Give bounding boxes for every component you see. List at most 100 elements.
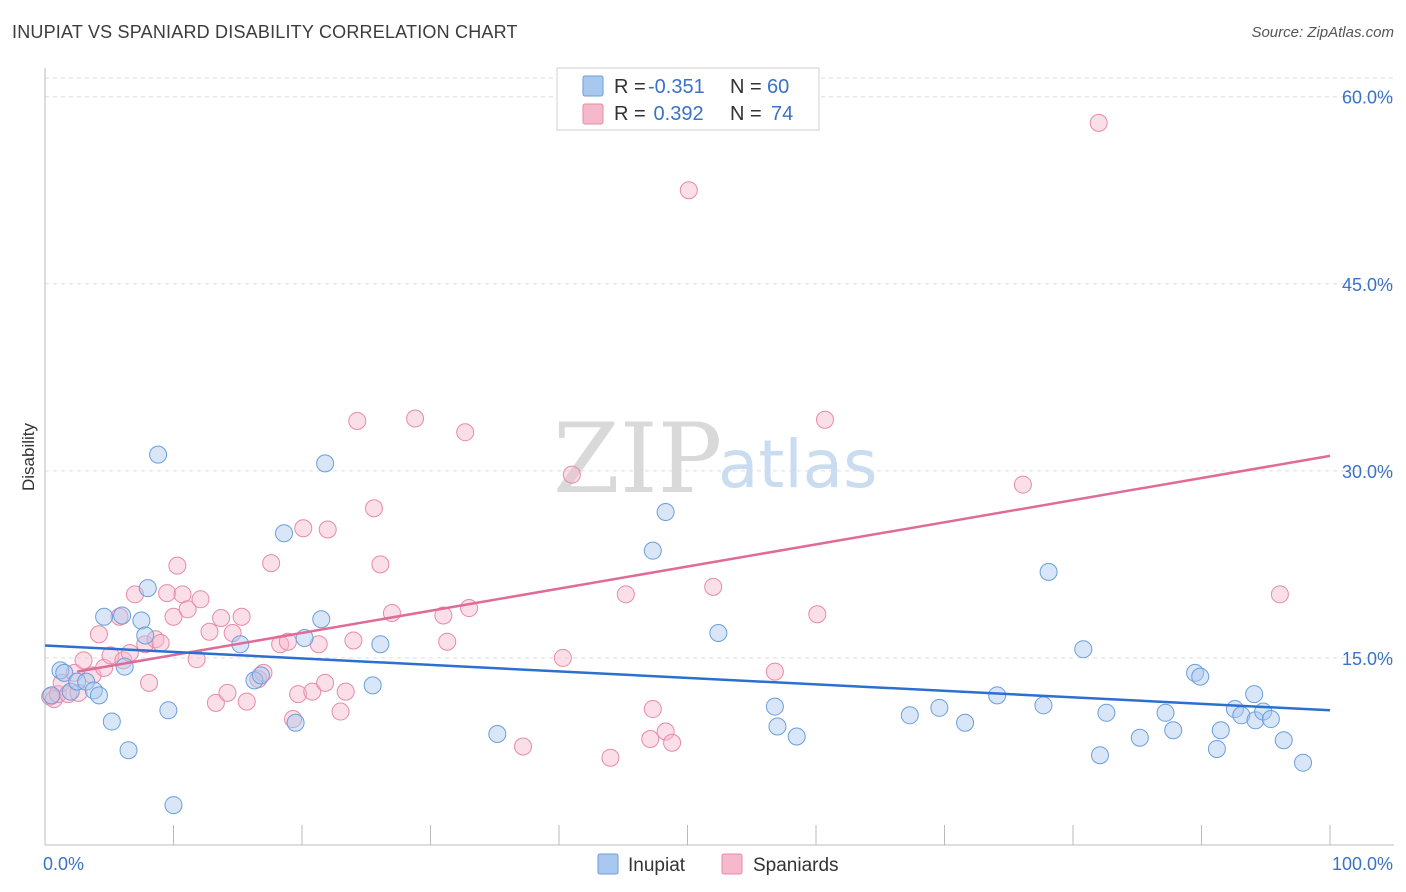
inupiat-point xyxy=(1191,667,1210,686)
inupiat-point xyxy=(1261,710,1280,729)
inupiat-point xyxy=(113,606,132,625)
spaniards-point xyxy=(89,625,108,644)
inupiat-point xyxy=(286,713,305,732)
spaniards-point xyxy=(641,729,660,748)
inupiat-point xyxy=(95,607,114,626)
inupiat-point xyxy=(371,635,390,654)
legend-swatch-spaniards xyxy=(582,103,604,125)
spaniards-point xyxy=(438,632,457,651)
spaniards-point xyxy=(191,590,210,609)
inupiat-point xyxy=(136,626,155,645)
inupiat-point xyxy=(1164,721,1183,740)
spaniards-point xyxy=(704,577,723,596)
spaniards-point xyxy=(344,631,363,650)
spaniards-point xyxy=(643,700,662,719)
axes xyxy=(44,68,1394,846)
inupiat-point xyxy=(312,610,331,629)
watermark: ZIP atlas xyxy=(553,403,878,515)
spaniards-point xyxy=(663,733,682,752)
inupiat-point xyxy=(89,686,108,705)
inupiat-point xyxy=(1294,753,1313,772)
inupiat-point xyxy=(316,454,335,473)
spaniards-point xyxy=(371,555,390,574)
legend-swatch-inupiat xyxy=(582,75,604,97)
spaniards-point xyxy=(656,722,675,741)
spaniards-point xyxy=(364,499,383,518)
spaniards-point xyxy=(218,683,237,702)
inupiat-point xyxy=(159,701,178,720)
bottom-legend-swatch-spaniards xyxy=(721,853,743,875)
series-legend: Inupiat Spaniards xyxy=(597,853,839,876)
legend-r-value-2: 0.392 xyxy=(648,103,704,125)
spaniards-point xyxy=(434,606,453,625)
spaniards-point xyxy=(212,609,231,628)
inupiat-point xyxy=(768,717,787,736)
inupiat-point xyxy=(84,681,103,700)
legend-n-label-2: N = xyxy=(730,103,762,125)
spaniards-point xyxy=(1270,585,1289,604)
inupiat-point xyxy=(488,725,507,744)
spaniards-point xyxy=(164,607,183,626)
spaniards-point xyxy=(140,673,159,692)
inupiat-point xyxy=(1034,696,1053,715)
inupiat-point xyxy=(149,445,168,464)
x-tick-label-min: 0.0% xyxy=(43,854,84,874)
spaniards-point xyxy=(316,673,335,692)
legend-r-label-2: R = xyxy=(614,103,646,125)
legend-n-label-1: N = xyxy=(730,76,762,98)
inupiat-point xyxy=(930,698,949,717)
inupiat-point xyxy=(1245,685,1264,704)
spaniards-point xyxy=(206,693,225,712)
spaniards-point xyxy=(553,648,572,667)
spaniards-point xyxy=(406,409,425,428)
y-tick-label: 30.0% xyxy=(1342,462,1393,482)
y-axis-label: Disability xyxy=(19,422,38,491)
inupiat-point xyxy=(643,541,662,560)
spaniards-point xyxy=(808,605,827,624)
spaniards-point xyxy=(200,622,219,641)
y-tick-label: 45.0% xyxy=(1342,275,1393,295)
bottom-legend-swatch-inupiat xyxy=(597,853,619,875)
spaniards-point xyxy=(616,585,635,604)
spaniards-point xyxy=(679,181,698,200)
legend-n-value-2: 74 xyxy=(771,103,793,125)
inupiat-point xyxy=(1074,640,1093,659)
spaniards-point xyxy=(1013,475,1032,494)
inupiat-trend-line xyxy=(44,644,1331,712)
legend-r-value-1: -0.351 xyxy=(648,76,705,98)
spaniards-point xyxy=(514,737,533,756)
spaniards-point xyxy=(765,662,784,681)
inupiat-point xyxy=(709,623,728,642)
trend-lines xyxy=(44,454,1331,712)
spaniards-point xyxy=(294,519,313,538)
spaniards-point xyxy=(262,554,281,573)
inupiat-point xyxy=(900,706,919,725)
spaniards-point xyxy=(303,682,322,701)
inupiat-point xyxy=(1211,721,1230,740)
inupiat-point xyxy=(55,663,74,682)
inupiat-point xyxy=(164,796,183,815)
inupiat-point xyxy=(115,657,134,676)
inupiat-point xyxy=(275,524,294,543)
legend-r-label-1: R = xyxy=(614,76,646,98)
spaniards-point xyxy=(348,411,367,430)
spaniards-point xyxy=(278,632,297,651)
x-tick-label-max: 100.0% xyxy=(1332,854,1393,874)
inupiat-point xyxy=(1156,703,1175,722)
source-label: Source: ZipAtlas.com xyxy=(1251,24,1394,41)
spaniards-point xyxy=(456,423,475,442)
chart-title: INUPIAT VS SPANIARD DISABILITY CORRELATI… xyxy=(12,22,518,42)
inupiat-point xyxy=(988,686,1007,705)
spaniards-point xyxy=(331,702,350,721)
y-tick-label: 15.0% xyxy=(1342,649,1393,669)
inupiat-point xyxy=(132,611,151,630)
spaniards-point xyxy=(336,682,355,701)
legend-n-value-1: 60 xyxy=(767,76,789,98)
tick-labels: 15.0% 30.0% 45.0% 60.0% 0.0% 100.0% xyxy=(43,88,1393,874)
inupiat-point xyxy=(765,697,784,716)
spaniards-point xyxy=(232,607,251,626)
bottom-legend-label-inupiat: Inupiat xyxy=(628,855,686,876)
inupiat-point xyxy=(1039,562,1058,581)
spaniards-point xyxy=(151,633,170,652)
